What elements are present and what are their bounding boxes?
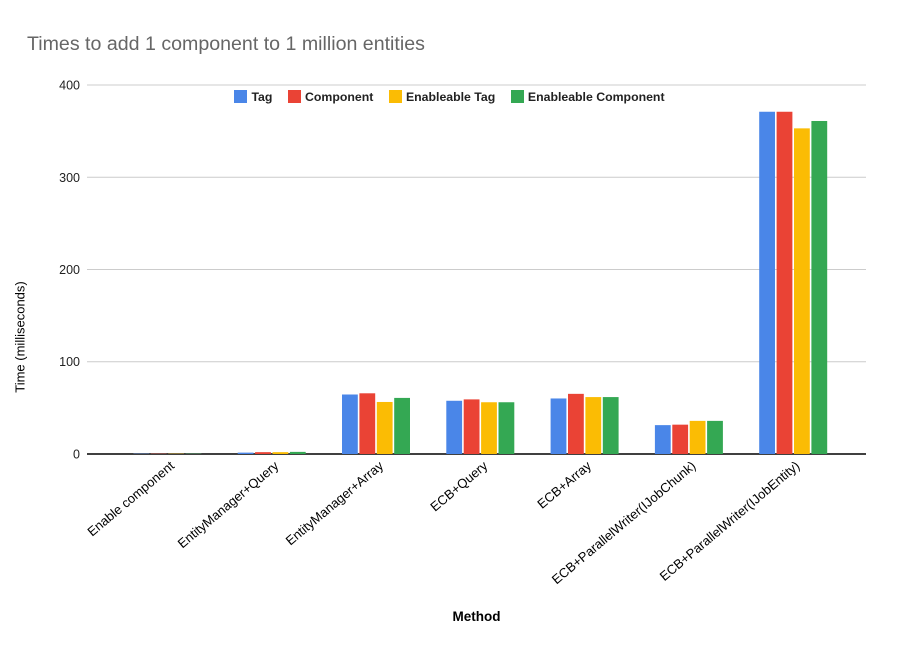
- svg-text:0: 0: [73, 448, 80, 462]
- svg-text:200: 200: [59, 263, 80, 277]
- svg-text:400: 400: [59, 79, 80, 93]
- svg-text:100: 100: [59, 355, 80, 369]
- svg-text:300: 300: [59, 171, 80, 185]
